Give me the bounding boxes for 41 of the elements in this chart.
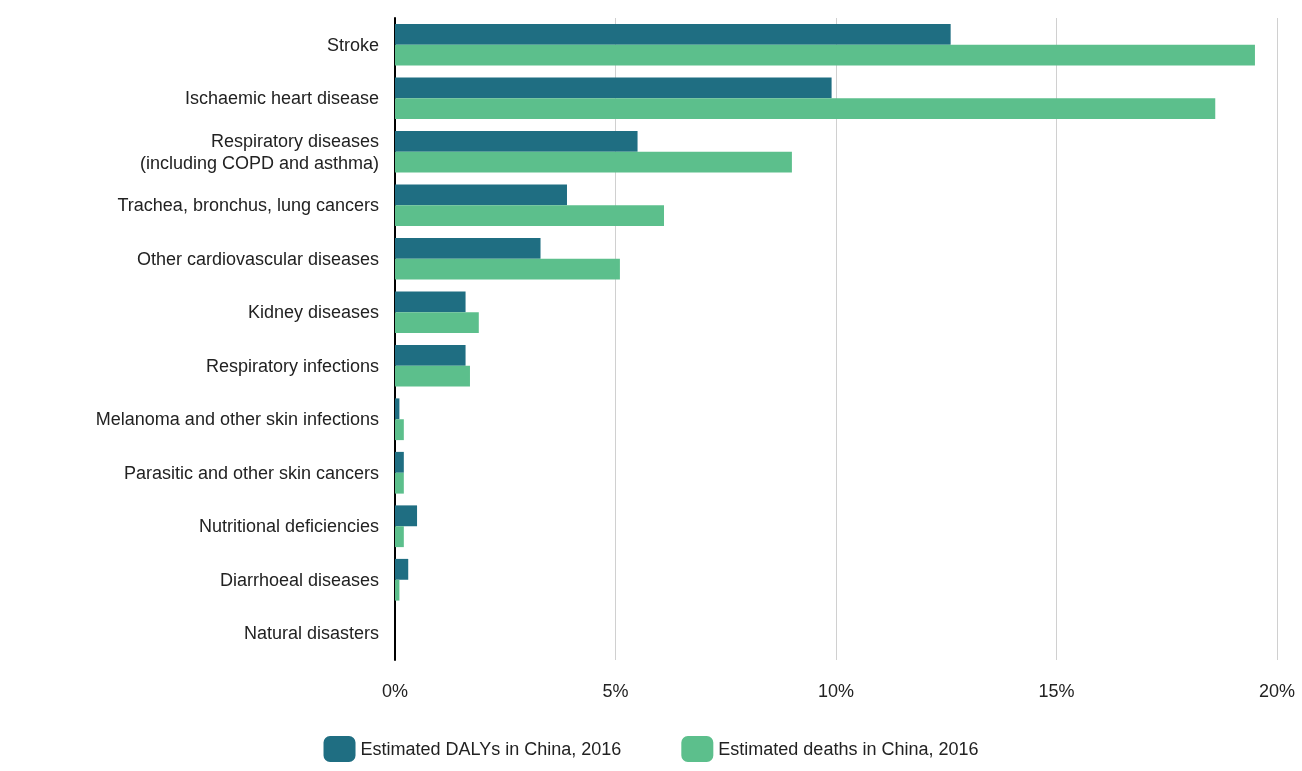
legend-label: Estimated DALYs in China, 2016 [360,739,622,759]
bar [395,291,466,313]
bar [395,205,665,227]
bar [395,526,404,548]
x-tick-label: 20% [1258,681,1296,701]
bar [395,505,418,527]
x-tick-label: 5% [602,681,629,701]
bar [395,184,567,206]
y-tick-label: Respiratory infections [205,355,379,376]
bar [395,472,404,494]
bar [395,98,1216,120]
y-tick-label: Diarrhoeal diseases [219,569,379,590]
bar [395,44,1255,66]
y-tick-label: Respiratory diseases (including COPD and asthma) [139,130,379,173]
bar [395,419,404,441]
x-tick-label: 15% [1038,681,1075,701]
x-tick-label: 10% [817,681,855,701]
bar [395,130,638,152]
bar [395,365,470,387]
bar [395,237,541,259]
y-tick-label: Parasitic and other skin cancers [123,462,379,483]
y-tick-label: Melanoma and other skin infections [95,409,379,430]
bar [395,151,792,173]
bar [395,558,409,580]
bar [395,23,951,45]
bar [395,398,400,420]
y-tick-label: Other cardiovascular diseases [136,248,379,269]
y-tick-label: Natural disasters [243,623,379,644]
bar [395,312,479,334]
legend-label: Estimated deaths in China, 2016 [718,739,979,759]
y-tick-label: Stroke [326,34,379,55]
bar [395,258,620,280]
y-tick-label: Trachea, bronchus, lung cancers [117,195,379,216]
x-tick-label: 0% [381,681,409,701]
y-tick-label: Kidney diseases [247,302,379,323]
bar [395,451,404,473]
bar [395,344,466,366]
y-tick-label: Nutritional deficiencies [198,516,379,537]
bar [395,77,832,99]
bar [395,579,400,601]
y-tick-label: Ischaemic heart disease [184,88,379,109]
